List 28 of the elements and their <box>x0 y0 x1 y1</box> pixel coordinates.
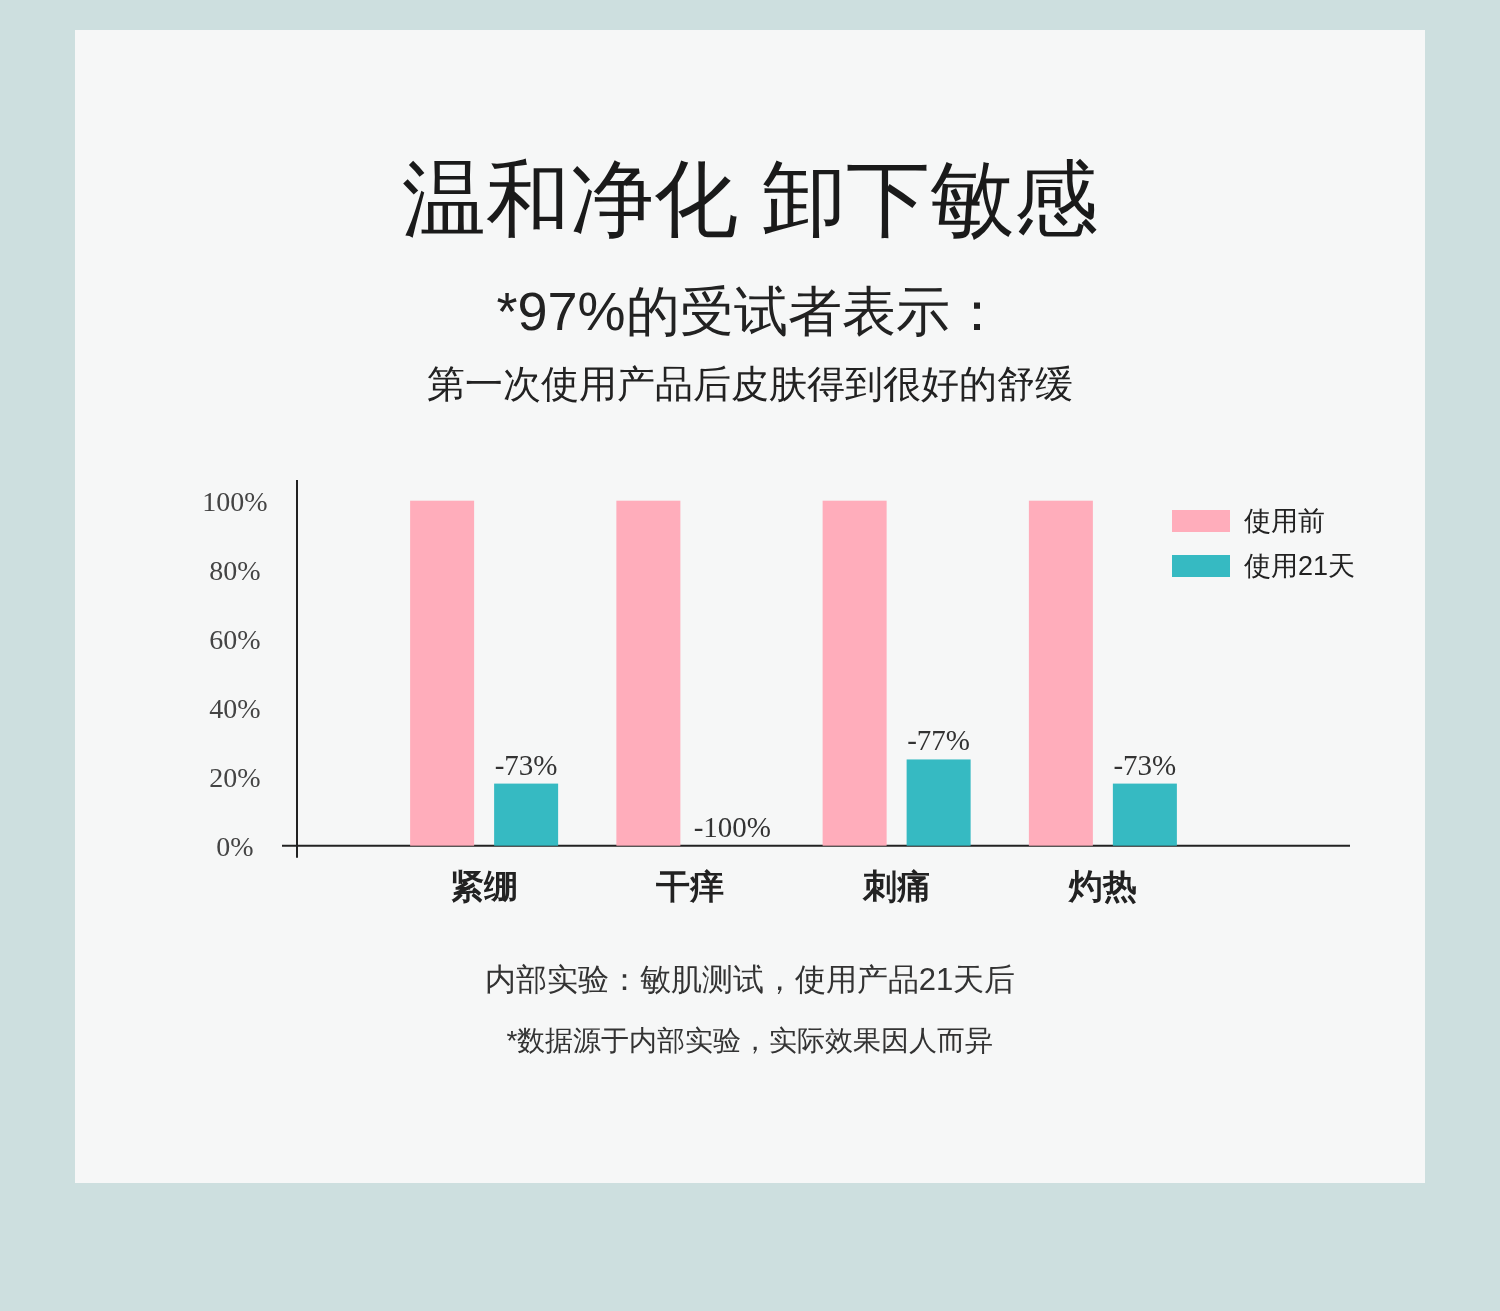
legend-label: 使用21天 <box>1244 551 1356 582</box>
text: 第一次使用产品后皮肤得到很好的舒缓 <box>427 363 1073 405</box>
bar <box>410 500 475 846</box>
y-tick-label: 100% <box>202 485 268 517</box>
text: 内部实验：敏肌测试，使用产品21天后 <box>484 962 1016 997</box>
annotation: -73% <box>494 748 558 781</box>
bar <box>822 500 887 846</box>
bar <box>1112 783 1177 846</box>
bar <box>1028 500 1093 846</box>
chart-title: 温和净化 卸下敏感 <box>402 152 1098 246</box>
annotation: -100% <box>693 810 772 843</box>
y-tick-label: 40% <box>209 692 261 724</box>
text: *数据源于内部实验，实际效果因人而异 <box>506 1025 994 1056</box>
bar <box>494 783 559 846</box>
x-tick-label: 紧绷 <box>450 867 519 905</box>
annotation: -73% <box>1113 748 1177 781</box>
bar <box>616 500 681 846</box>
annotation: -77% <box>907 724 971 757</box>
y-tick-label: 20% <box>209 761 261 793</box>
bar <box>906 759 971 846</box>
chart-subtitle: *97%的受试者表示： <box>496 281 1004 341</box>
x-tick-label: 刺痛 <box>861 867 931 905</box>
y-tick-label: 0% <box>216 830 254 862</box>
x-tick-label: 灼热 <box>1067 867 1137 905</box>
y-tick-label: 60% <box>209 623 261 655</box>
x-tick-label: 干痒 <box>655 867 725 905</box>
legend-label: 使用前 <box>1244 506 1325 537</box>
y-tick-label: 80% <box>209 554 261 586</box>
